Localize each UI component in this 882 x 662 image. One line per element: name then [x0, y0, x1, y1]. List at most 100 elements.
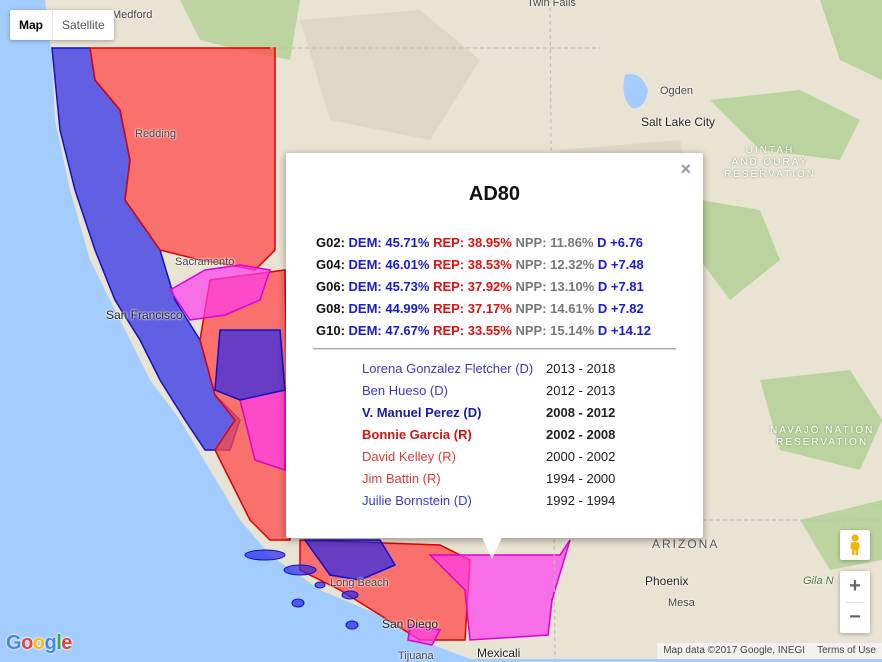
place-twin-falls: Twin Falls [527, 0, 576, 9]
rep-share: REP: 37.17% [433, 301, 512, 316]
district-blue-la [303, 539, 397, 581]
place-san-diego: San Diego [382, 617, 439, 631]
holder-name: Lorena Gonzalez Fletcher (D) [362, 361, 534, 376]
map-type-control: Map Satellite [10, 10, 114, 40]
logo-letter: o [32, 632, 45, 654]
map-attribution: Map data ©2017 Google, INEGI Terms of Us… [657, 643, 882, 659]
district-blue-valley [214, 329, 286, 401]
logo-letter: G [6, 632, 22, 654]
district-pink-bay [168, 264, 271, 321]
result-row: G02: DEM: 45.71% REP: 38.95% NPP: 11.86%… [316, 232, 651, 254]
pegman-icon [850, 534, 860, 555]
place-san-francisco: San Francisco [106, 308, 183, 322]
rep-share: REP: 37.92% [433, 279, 512, 294]
holder-name: V. Manuel Perez (D) [362, 405, 482, 420]
election-code: G08: [316, 301, 345, 316]
districts [51, 47, 571, 646]
npp-share: NPP: 13.10% [515, 279, 595, 294]
logo-letter: l [56, 632, 62, 654]
uintah-line3: RESERVATION [724, 169, 817, 180]
holder-name: David Kelley (R) [362, 449, 456, 464]
election-results: G02: DEM: 45.71% REP: 38.95% NPP: 11.86%… [316, 232, 651, 342]
election-code: G06: [316, 279, 345, 294]
office-holder-row: Bonnie Garcia (R) 2002 - 2008 [362, 424, 615, 446]
zoom-out-button[interactable]: − [849, 606, 861, 628]
npp-share: NPP: 12.32% [515, 257, 595, 272]
rep-share: REP: 38.53% [433, 257, 512, 272]
place-long-beach: Long Beach [330, 577, 389, 589]
section-divider [313, 348, 676, 349]
district-red-north [89, 47, 276, 271]
npp-share: NPP: 11.86% [515, 235, 594, 250]
map-type-map-button[interactable]: Map [10, 10, 53, 40]
margin: D +14.12 [597, 323, 651, 338]
margin: D +6.76 [597, 235, 644, 250]
npp-share: NPP: 15.14% [515, 323, 595, 338]
place-mesa: Mesa [668, 597, 695, 609]
navajo-line1: NAVAJO NATION [770, 425, 875, 436]
dem-share: DEM: 44.99% [348, 301, 430, 316]
map-type-satellite-button[interactable]: Satellite [62, 18, 105, 32]
result-row: G06: DEM: 45.73% REP: 37.92% NPP: 13.10%… [316, 276, 651, 298]
logo-letter: o [21, 632, 33, 654]
dem-share: DEM: 47.67% [348, 323, 430, 338]
holder-name: Juilie Bornstein (D) [362, 493, 472, 508]
dem-share: DEM: 45.71% [348, 235, 430, 250]
great-salt-lake [623, 74, 648, 109]
zoom-in-button[interactable]: + [849, 575, 861, 597]
result-row: G04: DEM: 46.01% REP: 38.53% NPP: 12.32%… [316, 254, 651, 276]
office-holder-row: V. Manuel Perez (D) 2008 - 2012 [362, 402, 615, 424]
holder-name: Ben Hueso (D) [362, 383, 448, 398]
close-icon[interactable]: × [680, 159, 691, 179]
uintah-line1: UINTAH [745, 145, 795, 156]
margin: D +7.81 [597, 279, 644, 294]
map-data-attribution: Map data ©2017 Google, INEGI [663, 645, 806, 656]
navajo-reservation-label: NAVAJO NATION RESERVATION [770, 425, 874, 449]
office-holder-row: David Kelley (R) 2000 - 2002 [362, 446, 615, 468]
logo-letter: g [44, 632, 57, 654]
street-view-pegman[interactable] [840, 530, 870, 560]
office-holder-row: Juilie Bornstein (D) 1992 - 1994 [362, 490, 615, 512]
district-title: AD80 [468, 183, 521, 205]
place-phoenix: Phoenix [645, 574, 689, 588]
holder-years: 2008 - 2012 [546, 405, 616, 420]
district-pink-sd [407, 624, 442, 646]
office-holders-list: Lorena Gonzalez Fletcher (D) 2013 - 2018 … [362, 358, 615, 512]
election-code: G02: [316, 235, 345, 250]
info-window-tail [482, 537, 502, 559]
district-info-window: × AD80 G02: DEM: 45.71% REP: 38.95% NPP:… [286, 153, 703, 559]
place-tijuana: Tijuana [398, 650, 434, 662]
uintah-line2: AND OURAY [731, 157, 809, 168]
margin: D +7.48 [597, 257, 644, 272]
holder-years: 2000 - 2002 [546, 449, 616, 464]
npp-share: NPP: 14.61% [515, 301, 595, 316]
zoom-divider [846, 602, 864, 603]
channel-islands [244, 549, 359, 630]
place-medford: Medford [112, 9, 153, 21]
office-holder-row: Jim Battin (R) 1994 - 2000 [362, 468, 615, 490]
place-redding: Redding [135, 128, 176, 140]
place-ogden: Ogden [660, 85, 694, 97]
zoom-control: + − [840, 571, 870, 633]
place-sacramento: Sacramento [175, 256, 235, 268]
office-holder-row: Lorena Gonzalez Fletcher (D) 2013 - 2018 [362, 358, 615, 380]
google-logo[interactable]: Google [6, 632, 72, 655]
place-arizona: ARIZONA [652, 537, 720, 551]
holder-name: Bonnie Garcia (R) [362, 427, 472, 442]
navajo-line2: RESERVATION [776, 437, 869, 448]
terms-of-use-link[interactable]: Terms of Use [817, 645, 876, 656]
holder-years: 2002 - 2008 [546, 427, 616, 442]
holder-name: Jim Battin (R) [362, 471, 441, 486]
rep-share: REP: 33.55% [433, 323, 512, 338]
election-code: G04: [316, 257, 345, 272]
holder-years: 2012 - 2013 [546, 383, 616, 398]
dem-share: DEM: 45.73% [348, 279, 430, 294]
logo-letter: e [61, 632, 72, 654]
place-mexicali: Mexicali [477, 646, 521, 660]
election-code: G10: [316, 323, 345, 338]
result-row: G08: DEM: 44.99% REP: 37.17% NPP: 14.61%… [316, 298, 651, 320]
uintah-reservation-label: UINTAH AND OURAY RESERVATION [724, 145, 816, 181]
margin: D +7.82 [597, 301, 644, 316]
result-row: G10: DEM: 47.67% REP: 33.55% NPP: 15.14%… [316, 320, 651, 342]
dem-share: DEM: 46.01% [348, 257, 430, 272]
